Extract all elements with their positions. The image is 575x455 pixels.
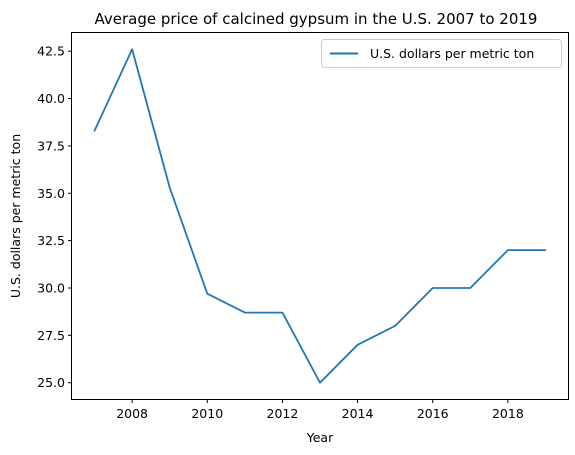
y-axis-ticks: 25.0 27.5 30.0 32.5 35.0 37.5 40.0 42.5 <box>37 44 72 390</box>
series-line-0 <box>93 48 547 384</box>
y-axis-title: U.S. dollars per metric ton <box>8 134 23 298</box>
y-tick-label: 32.5 <box>37 233 65 248</box>
y-tick-label: 35.0 <box>37 186 65 201</box>
x-axis-title: Year <box>306 430 334 445</box>
y-tick-label: 30.0 <box>37 280 65 295</box>
y-tick-label: 42.5 <box>37 44 65 59</box>
x-axis-ticks: 2008 2010 2012 2014 2016 2018 <box>116 399 524 421</box>
y-tick-label: 37.5 <box>37 138 65 153</box>
legend: U.S. dollars per metric ton <box>321 39 562 68</box>
x-tick-label: 2010 <box>191 406 223 421</box>
plot-area-frame <box>71 32 569 400</box>
x-tick-label: 2014 <box>342 406 374 421</box>
y-tick-label: 40.0 <box>37 91 65 106</box>
legend-box <box>321 39 562 68</box>
x-tick-label: 2008 <box>116 406 148 421</box>
x-tick-label: 2018 <box>492 406 524 421</box>
series-layer <box>93 48 547 384</box>
y-tick-label: 25.0 <box>37 375 65 390</box>
x-tick-label: 2016 <box>417 406 449 421</box>
y-tick-label: 27.5 <box>37 328 65 343</box>
x-tick-label: 2012 <box>267 406 299 421</box>
chart-title: Average price of calcined gypsum in the … <box>95 10 538 28</box>
legend-label: U.S. dollars per metric ton <box>370 46 534 61</box>
